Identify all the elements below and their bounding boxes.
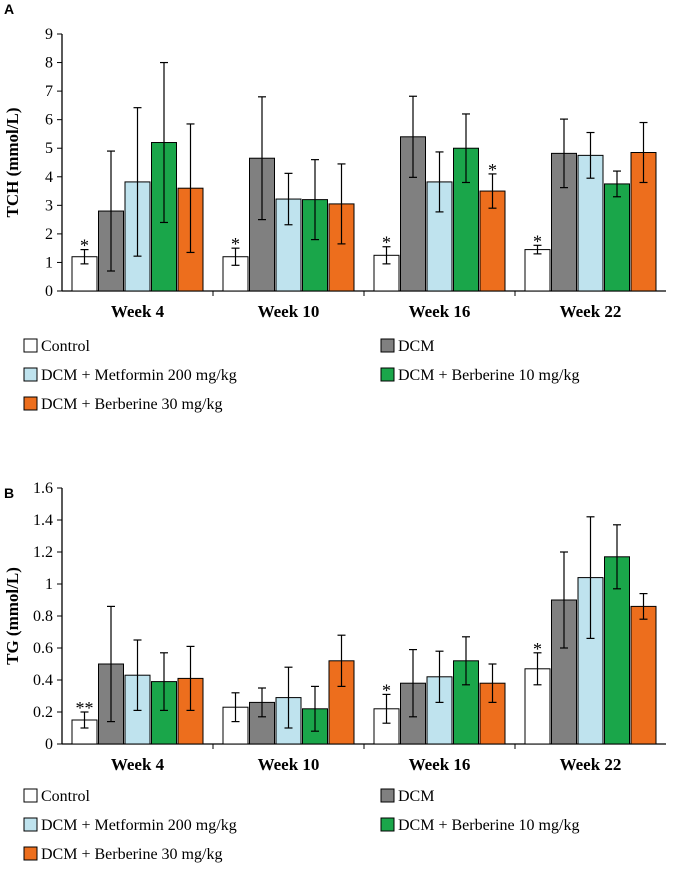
y-tick-label: 8 <box>45 55 53 72</box>
y-tick-label: 6 <box>45 112 53 129</box>
y-tick-label: 0.2 <box>33 704 53 721</box>
legend-label-5: DCM + Berberine 30 mg/kg <box>41 396 222 413</box>
y-tick-label: 4 <box>45 169 53 186</box>
significance-mark: * <box>382 233 391 253</box>
bar-week-22-series-1 <box>524 249 551 292</box>
significance-mark: * <box>80 236 89 256</box>
x-category-label: Week 22 <box>560 755 622 774</box>
legend-swatch-4 <box>380 367 395 382</box>
x-category-label: Week 10 <box>258 302 320 321</box>
y-tick-label: 0 <box>45 283 53 300</box>
legend-swatch-3 <box>23 817 38 832</box>
panel-letter-a: A <box>4 1 14 17</box>
bar-week-4-series-5 <box>177 677 204 745</box>
legend-label-1: Control <box>41 788 90 805</box>
significance-mark: * <box>533 231 542 251</box>
y-tick-label: 7 <box>45 83 53 100</box>
legend-swatch-5 <box>23 846 38 861</box>
significance-mark: * <box>231 234 240 254</box>
y-tick-label: 1.6 <box>33 480 53 497</box>
y-tick-label: 2 <box>45 226 53 243</box>
legend-label-3: DCM + Metformin 200 mg/kg <box>41 367 237 384</box>
significance-mark: ** <box>76 698 94 718</box>
x-category-label: Week 22 <box>560 302 622 321</box>
legend-label-2: DCM <box>398 338 434 355</box>
legend-swatch-4 <box>380 817 395 832</box>
legend-label-4: DCM + Berberine 10 mg/kg <box>398 817 579 834</box>
y-tick-label: 1 <box>45 576 53 593</box>
significance-mark: * <box>533 639 542 659</box>
y-tick-label: 1.2 <box>33 544 53 561</box>
legend-swatch-5 <box>23 396 38 411</box>
legend-swatch-2 <box>380 788 395 803</box>
legend-swatch-3 <box>23 367 38 382</box>
x-category-label: Week 10 <box>258 755 320 774</box>
x-category-label: Week 16 <box>409 755 471 774</box>
significance-mark: * <box>488 160 497 180</box>
legend-swatch-2 <box>380 338 395 353</box>
y-tick-label: 1.4 <box>33 512 53 529</box>
y-axis-label: TCH (mmol/L) <box>3 107 22 217</box>
y-axis-label: TG (mmol/L) <box>3 567 22 665</box>
x-category-label: Week 4 <box>111 302 165 321</box>
y-tick-label: 1 <box>45 254 53 271</box>
y-tick-label: 0.6 <box>33 640 53 657</box>
y-tick-label: 0.8 <box>33 608 53 625</box>
y-tick-label: 5 <box>45 140 53 157</box>
bar-week-22-series-5 <box>630 605 657 745</box>
bar-week-22-series-4 <box>604 183 630 292</box>
legend-label-3: DCM + Metformin 200 mg/kg <box>41 817 237 834</box>
y-tick-label: 0 <box>45 736 53 753</box>
legend-label-2: DCM <box>398 788 434 805</box>
bar-week-16-series-1 <box>373 254 400 292</box>
y-tick-label: 9 <box>45 26 53 43</box>
legend-swatch-1 <box>23 788 38 803</box>
x-category-label: Week 16 <box>409 302 471 321</box>
y-tick-label: 3 <box>45 197 53 214</box>
significance-mark: * <box>382 680 391 700</box>
y-tick-label: 0.4 <box>33 672 53 689</box>
x-category-label: Week 4 <box>111 755 165 774</box>
legend-label-5: DCM + Berberine 30 mg/kg <box>41 846 222 863</box>
legend-label-4: DCM + Berberine 10 mg/kg <box>398 367 579 384</box>
legend-swatch-1 <box>23 338 38 353</box>
panel-letter-b: B <box>4 485 14 501</box>
legend-label-1: Control <box>41 338 90 355</box>
